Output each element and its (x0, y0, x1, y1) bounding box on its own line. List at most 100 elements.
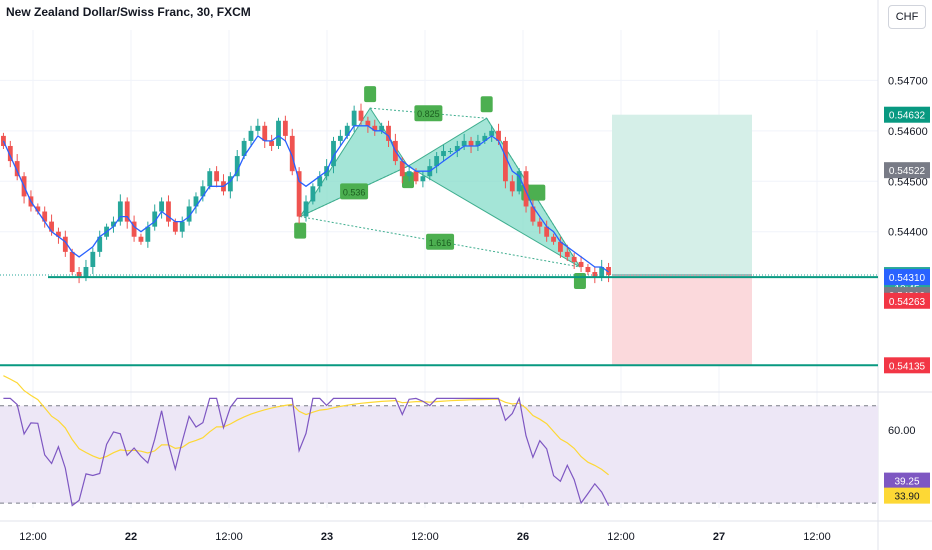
candle-body (420, 176, 426, 182)
candle-body (475, 140, 481, 146)
time-tick-label: 23 (321, 531, 333, 543)
position-zones (612, 114, 752, 366)
harmonic-ratio-label: 1.616 (429, 238, 452, 248)
price-tick-label: 0.54700 (888, 75, 928, 87)
candle-body (468, 140, 474, 146)
candle-body (351, 110, 357, 126)
harmonic-point-c (480, 96, 493, 113)
candle-body (523, 171, 529, 207)
candle-body (7, 145, 13, 162)
harmonic-ratio-label: 0.536 (343, 187, 366, 197)
candle-body (578, 261, 584, 267)
candle-body (83, 266, 89, 278)
candle-body (282, 120, 288, 136)
candle-body (537, 221, 543, 227)
moving-average-line (2, 125, 609, 273)
candle-body (200, 186, 206, 197)
candle-body (599, 266, 605, 278)
harmonic-ratio-label-box (426, 233, 455, 250)
currency-selector[interactable]: CHF (888, 5, 926, 29)
candle-body (262, 125, 268, 141)
candle-body (489, 130, 495, 136)
candle-body (97, 236, 103, 252)
candle-body (441, 151, 446, 157)
candle-body (234, 156, 240, 177)
candle-body (35, 206, 41, 212)
candle-body (434, 156, 440, 167)
candle-body (179, 221, 185, 232)
candle-body (482, 135, 488, 141)
candle-body (379, 125, 385, 131)
target-zone (612, 114, 752, 276)
candle-body (49, 221, 54, 232)
price-tag-label: 0.54632 (889, 111, 926, 122)
candle-body (42, 211, 48, 222)
candle-body (90, 251, 96, 267)
candle-body (111, 221, 116, 227)
candle-body (454, 145, 460, 152)
harmonic-ratio-line (486, 117, 581, 268)
candle-body (558, 241, 563, 252)
rsi-line (3, 396, 610, 507)
time-tick-label: 12:00 (803, 531, 831, 543)
candle-body (551, 236, 556, 242)
time-tick-label: 12:00 (19, 531, 47, 543)
candle-body (592, 272, 598, 278)
candle-body (56, 231, 61, 237)
price-tag (884, 357, 930, 374)
price-tick-label: 0.54600 (888, 126, 928, 138)
candle-body (276, 120, 281, 146)
candle-body (289, 135, 295, 172)
time-tick-label: 12:00 (411, 531, 439, 543)
candle-body (296, 171, 302, 217)
candle-body (606, 266, 611, 276)
candle-body (564, 251, 570, 257)
candle-body (166, 201, 171, 222)
candle-body (207, 171, 213, 187)
candle-body (365, 120, 371, 126)
price-tag-label: 0.54135 (889, 361, 926, 372)
price-tag (884, 269, 930, 286)
candle-body (461, 140, 467, 146)
candle-body (516, 171, 522, 192)
candle-body (138, 236, 144, 242)
candle-body (14, 161, 20, 177)
candle-body (509, 181, 515, 192)
candle-body (406, 171, 412, 177)
candle-body (145, 226, 151, 242)
stop-zone (612, 275, 752, 366)
candle-body (241, 140, 247, 157)
harmonic-ratio-line (370, 107, 487, 119)
candle-body (413, 171, 419, 182)
rsi-ma-line (3, 375, 609, 476)
candle-body (544, 226, 550, 237)
rsi-ma-label: 33.90 (894, 492, 919, 503)
rsi-band (0, 405, 878, 504)
rsi-value-label: 39.25 (894, 477, 919, 488)
candle-body (62, 236, 68, 252)
candle-body (496, 130, 501, 141)
candle-body (303, 201, 309, 217)
candle-body (152, 211, 158, 227)
chart-title: New Zealand Dollar/Swiss Franc, 30, FXCM (6, 5, 251, 19)
time-tick-label: 27 (713, 531, 725, 543)
candle-body (337, 135, 343, 141)
price-tick-label: 0.54500 (888, 176, 928, 188)
time-tick-label: 26 (517, 531, 529, 543)
candle-body (386, 125, 391, 141)
candle-body (255, 125, 261, 131)
harmonic-point-x (294, 222, 307, 239)
candle-body (447, 151, 453, 153)
candle-body (131, 221, 137, 237)
candle-body (530, 206, 536, 222)
candle-body (186, 206, 192, 222)
price-tag (884, 292, 930, 309)
candle-body (69, 251, 75, 273)
candle-body (248, 130, 254, 141)
harmonic-ratio-label-box (340, 183, 369, 200)
candle-body (344, 125, 350, 136)
harmonic-ratio-label: 0.825 (417, 109, 440, 119)
candle-body (571, 256, 577, 262)
candle-body (358, 110, 364, 121)
